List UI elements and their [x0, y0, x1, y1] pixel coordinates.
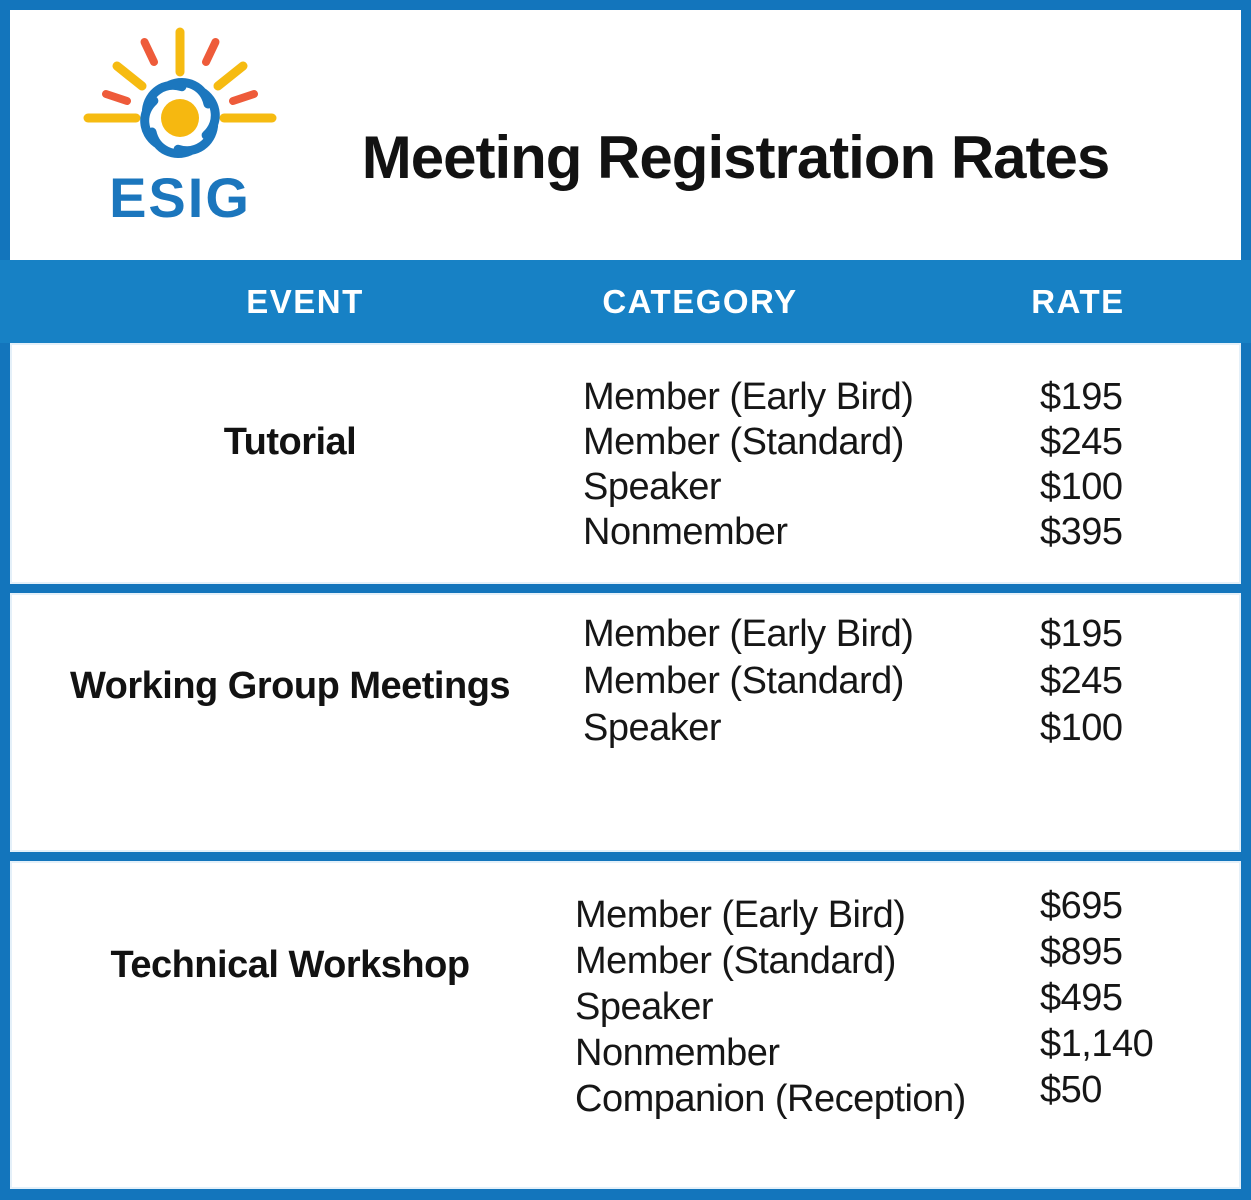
rate-cell: $195 — [1040, 376, 1123, 418]
category-cell: Member (Early Bird) — [583, 613, 914, 655]
rate-rows: Member (Early Bird) $695 Member (Standard)… — [575, 885, 1221, 1122]
category-cell: Speaker — [575, 985, 714, 1028]
rate-row: Speaker $100 — [583, 465, 1221, 510]
section-technical-workshop: Technical Workshop Member (Early Bird) $6… — [10, 861, 1241, 1189]
sun-swirl-icon — [83, 27, 277, 158]
rate-row: Member (Early Bird) $195 — [583, 611, 1221, 658]
rate-cell: $100 — [1040, 707, 1123, 749]
header: ESIG Meeting Registration Rates — [10, 10, 1241, 260]
column-header-rate: RATE — [1031, 282, 1125, 320]
page-title: Meeting Registration Rates — [361, 124, 1110, 191]
event-label: Working Group Meetings — [69, 665, 511, 707]
rate-row: Member (Standard) $895 — [575, 931, 1221, 984]
column-header-row: EVENT CATEGORY RATE — [0, 260, 1251, 343]
rate-row: Companion (Reception) $50 — [575, 1069, 1221, 1122]
rate-row: Member (Early Bird) $695 — [575, 885, 1221, 938]
rate-cell: $50 — [1040, 1068, 1102, 1111]
rate-row: Nonmember $1,140 — [575, 1023, 1221, 1076]
category-cell: Companion (Reception) — [575, 1077, 966, 1120]
category-cell: Member (Early Bird) — [583, 376, 914, 418]
category-cell: Speaker — [583, 707, 722, 749]
rate-cell: $695 — [1040, 884, 1123, 927]
event-label: Tutorial — [223, 421, 357, 463]
category-cell: Nonmember — [583, 511, 788, 553]
rate-row: Speaker $495 — [575, 977, 1221, 1030]
rate-cell: $1,140 — [1040, 1022, 1154, 1065]
category-cell: Nonmember — [575, 1031, 780, 1074]
event-label: Technical Workshop — [110, 944, 470, 986]
logo-text: ESIG — [109, 166, 251, 229]
rate-cell: $395 — [1040, 511, 1123, 553]
category-cell: Member (Standard) — [575, 939, 896, 982]
column-header-category: CATEGORY — [602, 282, 798, 320]
rate-rows: Member (Early Bird) $195 Member (Standard)… — [583, 611, 1221, 752]
rate-row: Member (Standard) $245 — [583, 420, 1221, 465]
rate-cell: $895 — [1040, 930, 1123, 973]
category-cell: Speaker — [583, 466, 722, 508]
rate-cell: $195 — [1040, 613, 1123, 655]
rate-rows: Member (Early Bird) $195 Member (Standard)… — [583, 375, 1221, 555]
rate-row: Nonmember $395 — [583, 510, 1221, 555]
rate-row: Member (Standard) $245 — [583, 658, 1221, 705]
rate-cell: $100 — [1040, 466, 1123, 508]
section-tutorial: Tutorial Member (Early Bird) $195 Member (… — [10, 343, 1241, 584]
category-cell: Member (Standard) — [583, 660, 904, 702]
category-cell: Member (Standard) — [583, 421, 904, 463]
rate-row: Speaker $100 — [583, 705, 1221, 752]
rate-cell: $495 — [1040, 976, 1123, 1019]
section-working-group-meetings: Working Group Meetings Member (Early Bir… — [10, 593, 1241, 852]
esig-logo: ESIG — [40, 10, 320, 260]
rate-cell: $245 — [1040, 421, 1123, 463]
column-header-event: EVENT — [246, 282, 364, 320]
category-cell: Member (Early Bird) — [575, 893, 906, 936]
rate-row: Member (Early Bird) $195 — [583, 375, 1221, 420]
rate-cell: $245 — [1040, 660, 1123, 702]
